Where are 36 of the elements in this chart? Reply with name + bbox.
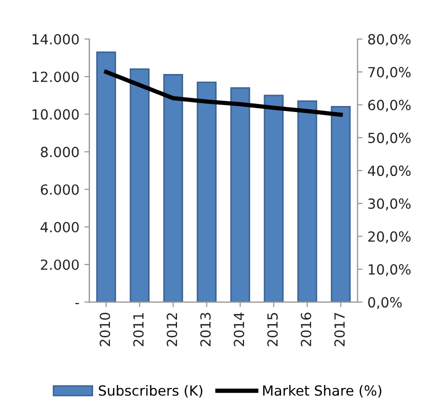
y-tick-label: 2.000 — [40, 259, 79, 270]
legend-label: Subscribers (K) — [98, 385, 202, 398]
y2-tick-label: 20,0% — [368, 231, 411, 244]
y2-tick-label: 0,0% — [368, 297, 402, 309]
y-tick-label: 10.000 — [32, 109, 79, 120]
x-tick-label: 2010 — [100, 312, 110, 346]
y-tick-label: 6.000 — [40, 184, 79, 195]
x-tick-label: 2012 — [166, 313, 178, 346]
x-tick-label: 2017 — [334, 312, 345, 346]
y2-tick-label: 60,0% — [368, 100, 411, 112]
y-tick-label: 12.000 — [32, 72, 79, 82]
bar — [96, 52, 116, 302]
y2-tick-label: 10,0% — [368, 264, 411, 276]
y-tick-label: 8.000 — [40, 146, 79, 158]
x-tick-label: 2011 — [133, 313, 144, 346]
y2-tick-label: 80,0% — [368, 34, 411, 46]
y-tick-label: 14.000 — [32, 34, 79, 45]
x-tick-label: 2015 — [267, 313, 278, 346]
bar — [163, 74, 184, 302]
y-tick-label: - — [75, 303, 79, 304]
y2-tick-label: 30,0% — [368, 198, 411, 210]
legend-label: Market Share (%) — [263, 385, 382, 398]
y2-tick-label: 40,0% — [368, 166, 411, 178]
x-tick-label: 2014 — [234, 312, 244, 346]
x-tick-label: 2013 — [200, 312, 211, 346]
bar — [264, 94, 284, 302]
x-tick-label: 2016 — [300, 312, 312, 346]
bar — [330, 106, 351, 302]
line-series — [104, 70, 343, 117]
y-tick-label: 4.000 — [40, 222, 79, 232]
bar — [196, 82, 217, 302]
bar — [230, 87, 250, 302]
bar — [130, 68, 150, 302]
y2-tick-label: 50,0% — [368, 132, 411, 145]
y2-tick-label: 70,0% — [368, 66, 411, 79]
bar — [297, 100, 318, 302]
